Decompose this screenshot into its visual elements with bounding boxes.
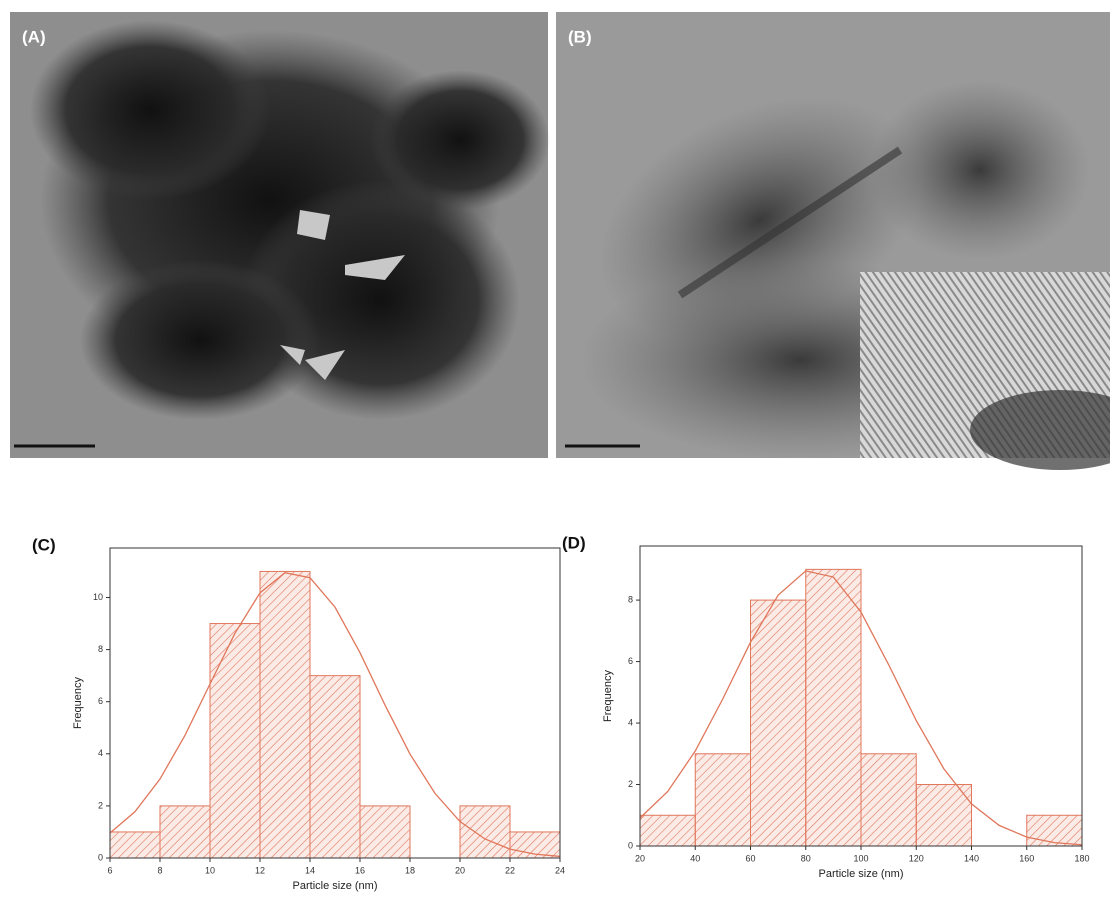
tem-image-b: (B) — [556, 12, 1110, 470]
y-tick-label: 4 — [98, 748, 103, 758]
y-tick-label: 0 — [628, 840, 633, 850]
y-tick-label: 6 — [98, 696, 103, 706]
x-tick-label: 40 — [690, 853, 700, 863]
x-tick-label: 8 — [157, 865, 162, 875]
y-axis-label: Frequency — [602, 670, 614, 722]
x-tick-label: 20 — [455, 865, 465, 875]
x-axis-label: Particle size (nm) — [819, 868, 904, 880]
x-tick-label: 24 — [555, 865, 565, 875]
histogram-bar — [751, 600, 806, 846]
y-tick-label: 10 — [93, 592, 103, 602]
y-tick-label: 4 — [628, 717, 633, 727]
x-tick-label: 16 — [355, 865, 365, 875]
y-tick-label: 8 — [628, 594, 633, 604]
x-tick-label: 12 — [255, 865, 265, 875]
histogram-bar — [110, 832, 160, 858]
histogram-bar — [695, 754, 750, 846]
x-tick-label: 80 — [801, 853, 811, 863]
histogram-bar — [806, 569, 861, 846]
histogram-bar — [460, 806, 510, 858]
x-tick-label: 6 — [107, 865, 112, 875]
x-tick-label: 60 — [745, 853, 755, 863]
tem-image-a: (A) — [10, 12, 550, 458]
x-tick-label: 180 — [1074, 853, 1089, 863]
y-tick-label: 8 — [98, 644, 103, 654]
histogram-bar — [640, 815, 695, 846]
histogram-bar — [260, 571, 310, 858]
panel-label: (B) — [568, 27, 592, 46]
y-tick-label: 2 — [628, 779, 633, 789]
x-tick-label: 160 — [1019, 853, 1034, 863]
x-tick-label: 22 — [505, 865, 515, 875]
panel-label: (A) — [22, 27, 46, 46]
y-tick-label: 6 — [628, 656, 633, 666]
histogram-bar — [1027, 815, 1082, 846]
y-tick-label: 0 — [98, 852, 103, 862]
y-axis-label: Frequency — [72, 677, 84, 729]
x-tick-label: 120 — [909, 853, 924, 863]
x-tick-label: 20 — [635, 853, 645, 863]
histogram-bar — [310, 676, 360, 858]
chart-title: (D) — [562, 533, 586, 552]
x-tick-label: 18 — [405, 865, 415, 875]
chart-title: (C) — [32, 535, 56, 554]
x-axis-label: Particle size (nm) — [293, 880, 378, 892]
histogram-bar — [360, 806, 410, 858]
x-tick-label: 140 — [964, 853, 979, 863]
histogram-bar — [861, 754, 916, 846]
histogram-bar — [210, 624, 260, 858]
x-tick-label: 14 — [305, 865, 315, 875]
figure: (A) (B) 6810121416182022240246810Particl… — [0, 0, 1110, 899]
x-tick-label: 100 — [853, 853, 868, 863]
y-tick-label: 2 — [98, 800, 103, 810]
histogram-bar — [160, 806, 210, 858]
x-tick-label: 10 — [205, 865, 215, 875]
